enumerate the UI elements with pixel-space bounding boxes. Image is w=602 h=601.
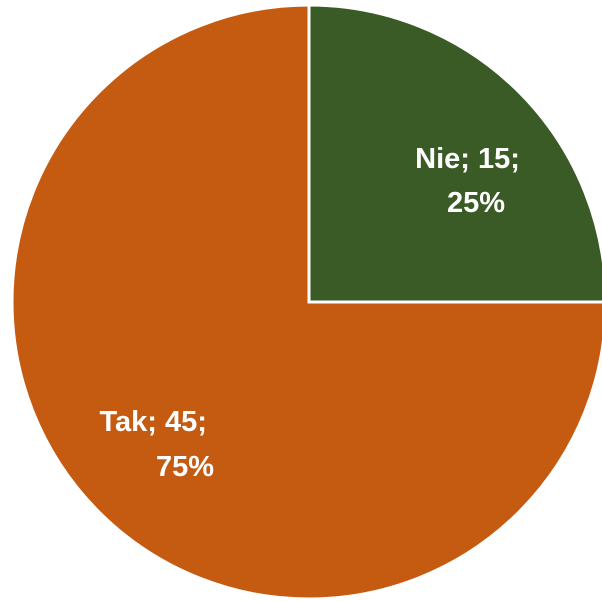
data-label-tak: Tak; 45; 75% <box>99 406 215 483</box>
data-label-tak-line2: 75% <box>156 451 214 483</box>
pie-slice-nie <box>307 3 602 304</box>
data-label-nie: Nie; 15; 25% <box>415 143 528 219</box>
data-label-nie-line2: 25% <box>447 187 505 219</box>
data-label-nie-line1: Nie; 15; <box>415 143 520 175</box>
pie-slice-tak <box>10 3 602 601</box>
pie-slices <box>10 3 602 601</box>
data-label-tak-line1: Tak; 45; <box>99 406 206 438</box>
